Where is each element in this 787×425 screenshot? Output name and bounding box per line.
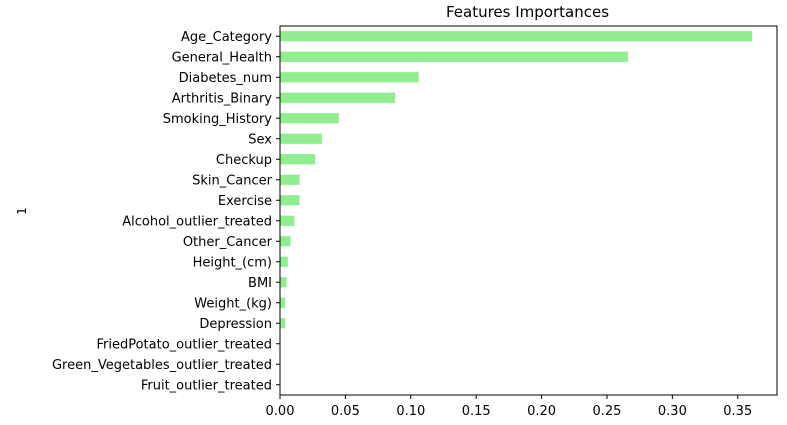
y-tick-label: Height_(cm) — [193, 255, 272, 270]
y-tick-label: Exercise — [218, 194, 272, 209]
x-tick-label: 0.10 — [396, 404, 425, 419]
x-tick-label: 0.20 — [527, 404, 556, 419]
bar-skin-cancer — [280, 174, 300, 185]
y-tick-label: Fruit_outlier_treated — [141, 378, 272, 393]
bar-checkup — [280, 154, 316, 165]
x-tick-label: 0.00 — [266, 404, 295, 419]
y-tick-label: General_Health — [172, 50, 272, 65]
x-tick-label: 0.30 — [658, 404, 687, 419]
bar-arthritis-binary — [280, 92, 396, 103]
y-tick-label: Diabetes_num — [179, 71, 272, 86]
plot-frame — [279, 25, 778, 396]
x-tick-label: 0.05 — [331, 404, 360, 419]
bar-age-category — [280, 31, 753, 42]
y-tick-label: Depression — [199, 317, 272, 332]
x-tick-label: 0.15 — [462, 404, 491, 419]
bar-weight-kg — [280, 297, 286, 308]
bar-bmi — [280, 277, 287, 288]
x-tick-label: 0.35 — [723, 404, 752, 419]
y-tick-label: Sex — [248, 132, 272, 147]
y-tick-label: Green_Vegetables_outlier_treated — [52, 358, 272, 373]
bar-diabetes-num — [280, 72, 419, 83]
y-tick-label: Weight_(kg) — [194, 296, 272, 311]
bar-depression — [280, 318, 286, 329]
y-tick-label: Age_Category — [181, 30, 272, 45]
bars-group — [280, 31, 753, 329]
bar-sex — [280, 133, 322, 144]
y-tick-label: FriedPotato_outlier_treated — [96, 337, 272, 352]
y-ticks-group: Age_Category General_Health Diabetes_num Ar… — [52, 30, 280, 393]
y-tick-label: Arthritis_Binary — [172, 91, 273, 106]
y-tick-label: Skin_Cancer — [192, 173, 273, 188]
chart-title: Features Importances — [446, 3, 609, 21]
bar-height-cm — [280, 256, 288, 267]
bar-exercise — [280, 195, 300, 206]
y-tick-label: Checkup — [216, 153, 272, 168]
y-tick-label: Other_Cancer — [183, 235, 273, 250]
bar-smoking-history — [280, 113, 339, 124]
y-axis-label: 1 — [15, 207, 29, 215]
bar-other-cancer — [280, 236, 291, 247]
y-tick-label: Smoking_History — [163, 112, 273, 127]
bar-alcohol-outlier-treated — [280, 215, 295, 226]
y-tick-label: BMI — [248, 276, 272, 291]
x-tick-label: 0.25 — [592, 404, 621, 419]
x-ticks-group: 0.00 0.05 0.10 0.15 0.20 0.25 0.30 0.35 — [266, 395, 752, 419]
bar-general-health — [280, 51, 628, 62]
y-tick-label: Alcohol_outlier_treated — [122, 214, 272, 229]
